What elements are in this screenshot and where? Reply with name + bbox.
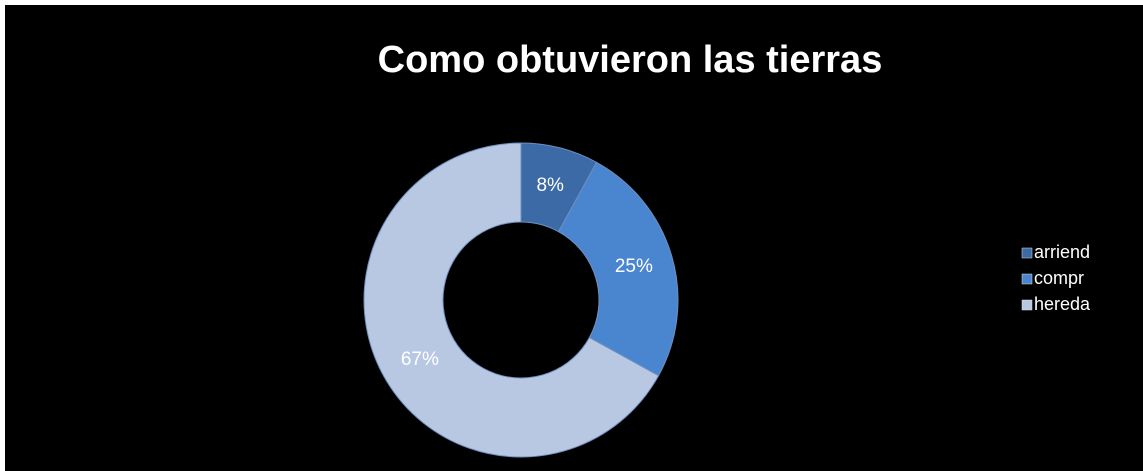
donut-slice [557, 161, 679, 377]
legend-swatch [1021, 299, 1033, 311]
legend-label: arriend [1034, 242, 1090, 262]
data-label: 8% [536, 175, 564, 196]
donut-slice [363, 142, 660, 458]
legend-swatch [1021, 247, 1033, 259]
legend-label: compr [1034, 268, 1084, 288]
legend-swatch [1021, 273, 1033, 285]
data-label: 25% [615, 256, 653, 277]
data-label: 67% [401, 349, 439, 370]
legend-label: hereda [1034, 294, 1091, 314]
chart-title: Como obtuvieron las tierras [378, 39, 883, 81]
